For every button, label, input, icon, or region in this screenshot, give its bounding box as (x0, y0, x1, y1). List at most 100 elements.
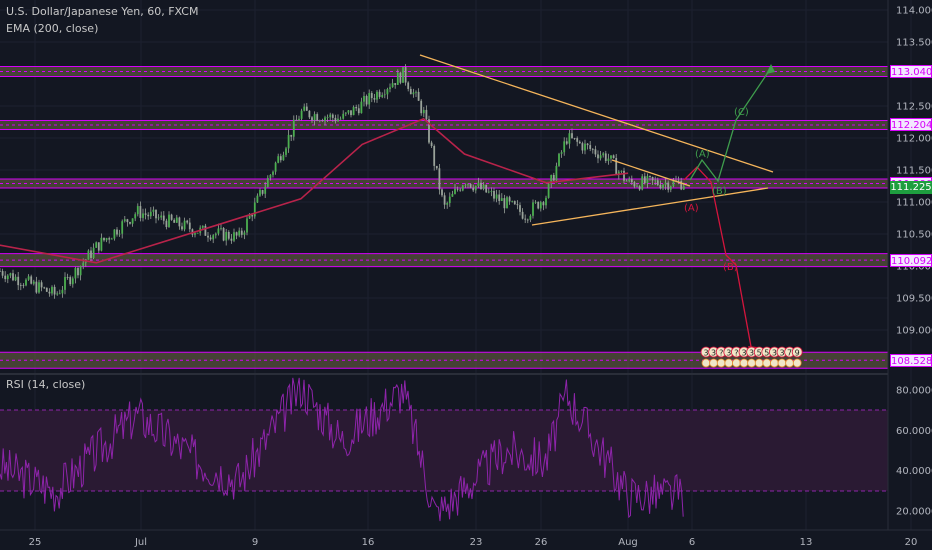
candle (521, 208, 524, 220)
candle (217, 223, 220, 236)
candle-body (407, 82, 410, 89)
candle-body (550, 175, 553, 184)
candle (370, 91, 373, 103)
candle (168, 211, 170, 228)
candle (149, 207, 152, 220)
candle (157, 214, 160, 221)
ema-legend[interactable]: EMA (200, close) (6, 22, 99, 35)
candle (443, 192, 446, 209)
candle (162, 211, 165, 225)
candle (378, 89, 381, 99)
candle (350, 110, 352, 118)
candle (256, 193, 259, 203)
candle-body (144, 213, 147, 215)
candle-body (45, 287, 48, 292)
candle-body (82, 262, 85, 267)
candle-body (69, 277, 72, 285)
candle (558, 152, 560, 167)
candle-body (261, 190, 264, 194)
candle (503, 194, 506, 214)
wave-green-path[interactable] (689, 67, 772, 183)
candle-body (565, 141, 568, 144)
rsi-legend[interactable]: RSI (14, close) (6, 378, 86, 391)
candle-body (129, 222, 131, 224)
event-marker-text: 5 (757, 349, 762, 358)
event-marker-text: ? (734, 349, 738, 358)
candle (188, 218, 191, 233)
candle-body (74, 268, 77, 279)
symbol-legend[interactable]: U.S. Dollar/Japanese Yen, 60, FXCM (6, 5, 199, 18)
channel-upper-line[interactable] (611, 159, 691, 187)
price-zones[interactable] (0, 65, 888, 369)
candle (165, 218, 168, 230)
wave-red-path[interactable] (683, 166, 753, 353)
candle-body (251, 215, 254, 217)
candle-body (568, 133, 571, 144)
candle (311, 116, 313, 123)
candle (100, 233, 103, 252)
candle-body (240, 230, 243, 235)
upper-trendline[interactable] (419, 54, 774, 173)
candle-body (152, 209, 155, 212)
candle-body (578, 141, 581, 144)
candle (209, 234, 212, 241)
candle-body (136, 206, 139, 215)
candle-body (448, 196, 451, 204)
candle (360, 97, 363, 114)
lower-trendline[interactable] (531, 187, 769, 226)
candle (454, 183, 456, 195)
candle-body (339, 118, 342, 120)
candle (389, 83, 391, 93)
candle-body (222, 228, 225, 241)
candle-body (506, 197, 508, 209)
rsi-band-fill (0, 410, 888, 491)
candle (469, 183, 472, 189)
candle-body (272, 171, 274, 175)
candle-body (636, 186, 638, 188)
candle (643, 172, 646, 185)
candle (308, 110, 311, 119)
candle (495, 189, 498, 203)
candle (22, 283, 25, 289)
candle (656, 177, 659, 187)
candle (160, 211, 163, 221)
candle (511, 200, 514, 203)
candle-body (472, 187, 475, 191)
time-tick-label: 16 (362, 537, 375, 548)
candle (259, 188, 261, 197)
candle-body (519, 205, 521, 212)
candle (329, 112, 332, 121)
event-markers[interactable]: 3 3? 3? 3 3 5 5 3 3 7 9 (700, 346, 803, 368)
rsi-tick-label: 60.0000 (896, 426, 932, 437)
candle-body (121, 221, 124, 234)
candle-body (9, 273, 12, 276)
candle (391, 78, 394, 88)
candle (0, 268, 1, 272)
time-axis[interactable]: 25 Jul 9 16 23 26 Aug 6 13 20 (29, 537, 918, 548)
rsi-axis[interactable]: 80.0000 60.0000 40.0000 20.0000 (896, 386, 932, 518)
candle (435, 165, 438, 170)
candle-body (246, 218, 248, 233)
candle (110, 237, 113, 240)
candle-body (649, 175, 651, 177)
candle-body (643, 176, 646, 184)
candle-body (599, 155, 602, 159)
candle-body (360, 101, 363, 114)
candle (464, 183, 467, 189)
candle-body (638, 186, 641, 190)
candle (610, 155, 612, 163)
candle (451, 190, 454, 197)
event-marker-text: ? (719, 349, 723, 358)
candle-body (563, 141, 566, 153)
candle (121, 219, 124, 239)
candle-body (209, 237, 212, 240)
candle-body (680, 180, 683, 190)
candle-body (428, 119, 430, 143)
candle-body (95, 242, 98, 248)
candle (355, 104, 358, 112)
candle-body (266, 178, 269, 188)
candle (664, 177, 667, 190)
candle-body (147, 214, 150, 217)
candle-body (25, 279, 27, 286)
